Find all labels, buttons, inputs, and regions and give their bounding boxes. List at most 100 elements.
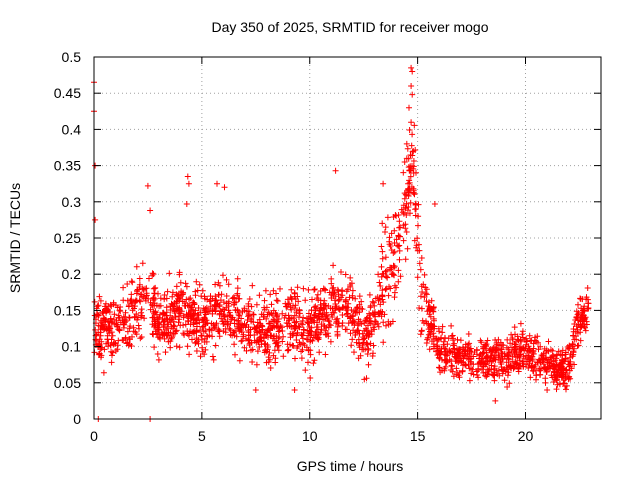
- data-point: [296, 339, 303, 346]
- data-point: [249, 359, 256, 365]
- data-point: [239, 337, 246, 344]
- data-point: [556, 381, 563, 388]
- data-point: [541, 345, 548, 352]
- data-point: [338, 288, 345, 295]
- data-point: [421, 271, 428, 278]
- data-point: [492, 356, 499, 363]
- data-point: [537, 359, 544, 366]
- x-tick-label: 15: [410, 428, 426, 444]
- data-point: [353, 305, 360, 311]
- data-point: [547, 362, 554, 369]
- data-point: [149, 321, 156, 328]
- data-point: [418, 283, 425, 290]
- data-point: [127, 297, 134, 304]
- data-point: [381, 311, 388, 318]
- data-point: [98, 344, 105, 351]
- data-point: [431, 325, 438, 332]
- data-point: [293, 337, 300, 343]
- data-point: [164, 325, 171, 332]
- data-point: [136, 325, 142, 332]
- data-point: [327, 338, 334, 345]
- data-point: [251, 337, 258, 344]
- data-point: [523, 361, 530, 368]
- data-point: [248, 303, 255, 310]
- data-point: [558, 364, 565, 371]
- data-point: [312, 303, 319, 310]
- data-point: [339, 322, 346, 329]
- data-point: [397, 224, 404, 231]
- data-point: [446, 347, 453, 354]
- data-point: [511, 341, 518, 347]
- data-point: [155, 316, 162, 322]
- data-point: [153, 302, 160, 309]
- data-point: [400, 169, 407, 176]
- data-point: [520, 358, 527, 365]
- data-point: [291, 326, 298, 332]
- data-point: [396, 256, 403, 263]
- y-tick-label: 0.2: [62, 266, 82, 282]
- data-point: [308, 318, 315, 325]
- data-point: [287, 341, 293, 348]
- data-point: [491, 363, 498, 370]
- data-point: [120, 284, 127, 291]
- data-point: [212, 293, 219, 300]
- data-point: [512, 331, 518, 338]
- data-point: [361, 320, 368, 326]
- data-point: [119, 317, 126, 324]
- data-point: [356, 309, 363, 316]
- data-point: [315, 336, 322, 343]
- data-point: [465, 331, 472, 337]
- data-point: [448, 333, 455, 340]
- data-point: [228, 316, 235, 323]
- data-point: [395, 267, 402, 274]
- data-point: [476, 352, 483, 359]
- data-point: [495, 354, 502, 361]
- data-point: [302, 297, 309, 304]
- data-point: [322, 287, 329, 294]
- data-point: [509, 344, 515, 351]
- data-point: [585, 300, 592, 307]
- data-point: [195, 305, 202, 311]
- data-point: [475, 374, 482, 381]
- data-point: [202, 327, 209, 334]
- data-point: [515, 337, 522, 344]
- data-point: [525, 365, 532, 371]
- data-point: [142, 297, 149, 304]
- data-point: [378, 263, 385, 270]
- data-point: [231, 332, 238, 339]
- data-point: [208, 320, 215, 327]
- y-tick-label: 0.05: [54, 375, 81, 391]
- data-point: [201, 315, 208, 322]
- data-point: [496, 372, 503, 379]
- data-point: [128, 278, 135, 285]
- data-point: [99, 324, 106, 331]
- data-point: [132, 297, 139, 304]
- data-point: [492, 397, 499, 404]
- data-point: [401, 195, 408, 202]
- data-point: [194, 287, 201, 294]
- data-point: [352, 295, 359, 302]
- data-point: [149, 272, 156, 279]
- data-point: [405, 164, 412, 171]
- data-point: [347, 330, 354, 337]
- data-point: [355, 355, 362, 362]
- data-point: [234, 292, 241, 299]
- data-point: [481, 349, 487, 356]
- data-point: [123, 318, 130, 324]
- data-point: [407, 199, 414, 206]
- data-point: [144, 182, 151, 189]
- data-point: [499, 341, 506, 348]
- data-point: [488, 366, 495, 373]
- data-point: [431, 201, 438, 207]
- data-point: [266, 349, 273, 356]
- data-point: [253, 301, 260, 308]
- data-point: [536, 366, 543, 373]
- data-point: [292, 355, 298, 362]
- data-point: [426, 299, 432, 306]
- data-point: [177, 295, 183, 301]
- data-point: [161, 330, 168, 337]
- data-point: [223, 276, 230, 283]
- data-point: [162, 349, 169, 356]
- data-point: [256, 292, 263, 299]
